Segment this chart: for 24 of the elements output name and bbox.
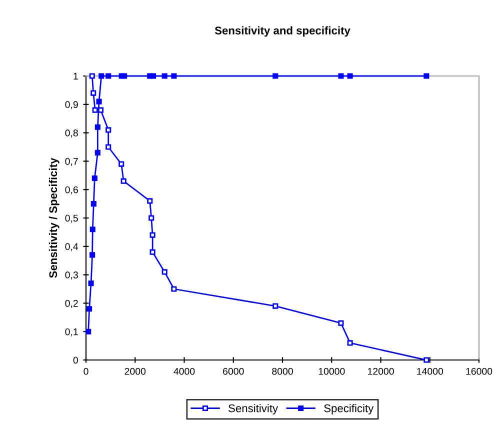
legend-label: Sensitivity bbox=[228, 404, 278, 414]
y-tick-label: 0,8 bbox=[65, 130, 78, 138]
y-tick-label: 0,6 bbox=[65, 186, 78, 194]
x-tick-label: 16000 bbox=[466, 368, 492, 375]
y-tick-label: 0,4 bbox=[65, 243, 78, 252]
x-tick-label: 4000 bbox=[174, 368, 195, 375]
x-tick-label: 12000 bbox=[368, 368, 394, 375]
y-tick-label: 1 bbox=[74, 72, 78, 80]
y-tick-label: 0,3 bbox=[65, 272, 78, 280]
legend-label: Specificity bbox=[324, 404, 374, 414]
y-tick-label: 0,5 bbox=[65, 214, 78, 223]
x-tick-label: 6000 bbox=[223, 368, 244, 375]
x-tick-label: 8000 bbox=[272, 368, 293, 375]
y-tick-label: 0,9 bbox=[65, 101, 78, 110]
y-tick-label: 0,2 bbox=[65, 300, 78, 308]
chart-title: Sensitivity and specificity bbox=[214, 26, 350, 37]
y-tick-label: 0,7 bbox=[65, 158, 78, 166]
y-tick-label: 0 bbox=[73, 356, 78, 364]
x-tick-label: 14000 bbox=[417, 368, 444, 375]
y-axis-title: Sensitivity / Specificity bbox=[48, 158, 60, 278]
y-tick-label: 0,1 bbox=[65, 328, 78, 336]
x-tick-label: 2000 bbox=[124, 368, 146, 375]
x-tick-label: 10000 bbox=[318, 368, 345, 375]
x-tick-label: 0 bbox=[84, 368, 88, 375]
